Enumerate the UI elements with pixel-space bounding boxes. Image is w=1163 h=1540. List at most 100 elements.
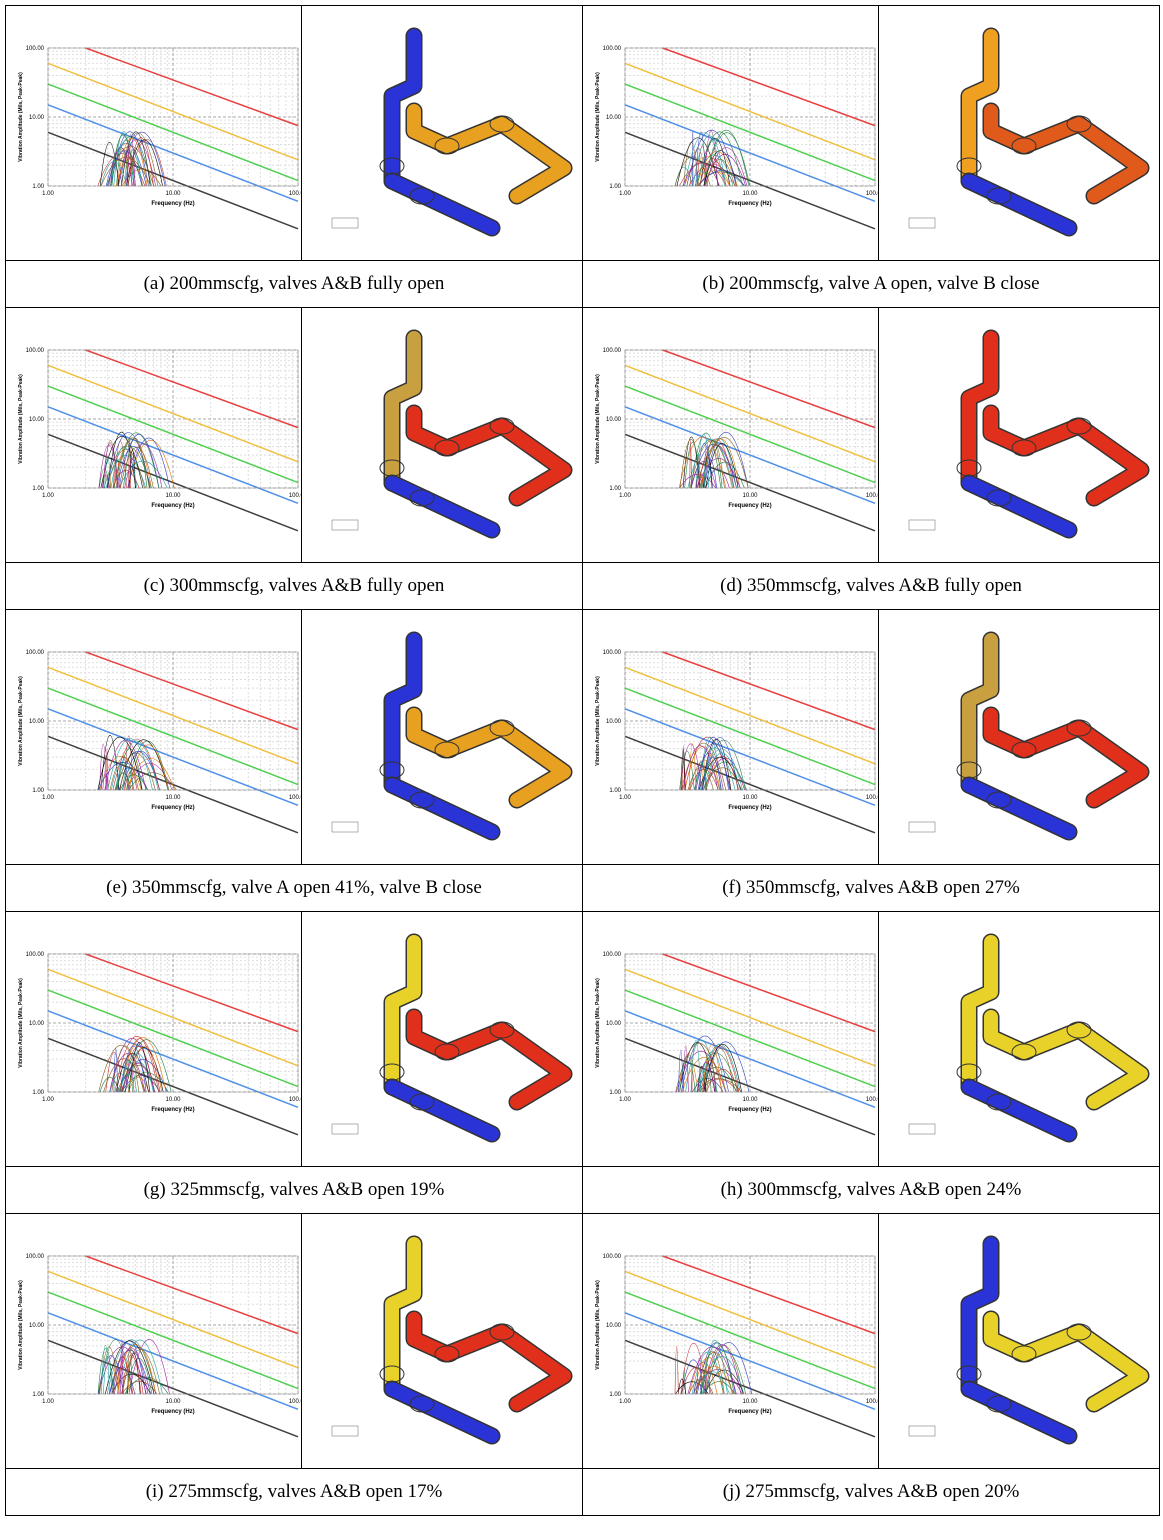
x-tick-label: 1.00 <box>42 1399 54 1405</box>
x-tick-label: 100.00 <box>289 1097 303 1103</box>
x-tick-label: 10.00 <box>742 493 758 499</box>
pipe <box>969 1087 1069 1134</box>
pipe <box>392 1087 492 1134</box>
pipe <box>969 785 1069 832</box>
y-tick-label: 1.00 <box>609 1392 621 1398</box>
image-row: 1.00 10.00 100.00 1.00 10.00 100.00 Frequency … <box>6 308 1160 563</box>
pipe <box>414 413 564 498</box>
y-tick-label: 10.00 <box>606 1021 622 1027</box>
pipe-view <box>879 6 1159 260</box>
criteria-line <box>663 652 875 730</box>
image-cell: 1.0010.00100.001.0010.00100.00Frequency … <box>583 610 1160 865</box>
x-tick-label: 1.00 <box>42 1097 54 1103</box>
criteria-line <box>86 350 298 428</box>
legend-box <box>332 1124 358 1134</box>
panel: 1.0010.00100.001.0010.00100.00Frequency … <box>6 912 582 1166</box>
y-tick-label: 10.00 <box>606 719 622 725</box>
panel: 1.0010.00100.001.0010.00100.00Frequency … <box>583 610 1159 864</box>
x-tick-label: 10.00 <box>742 1097 758 1103</box>
spectrum-chart: 1.0010.00100.001.0010.00100.00Frequency … <box>583 6 879 260</box>
image-row: 1.00 10.00 100.00 1.00 10.00 100.00 Frequency … <box>6 912 1160 1167</box>
x-tick-label: 10.00 <box>165 1399 181 1405</box>
spectrum <box>129 745 168 790</box>
y-axis-title: Vibration Amplitude (Mils, Peak-Peak) <box>18 374 24 464</box>
y-tick-label: 10.00 <box>29 719 45 725</box>
y-axis-title: Vibration Amplitude (Mils, Peak-Peak) <box>18 676 24 766</box>
y-tick-label: 10.00 <box>29 417 45 423</box>
pipe <box>969 181 1069 228</box>
panel: 1.0010.00100.001.0010.00100.00Frequency … <box>583 1214 1159 1468</box>
y-tick-label: 10.00 <box>29 1021 45 1027</box>
x-tick-label: 10.00 <box>742 795 758 801</box>
legend-box <box>909 1124 935 1134</box>
x-tick-label: 1.00 <box>42 191 54 197</box>
image-cell: 1.0010.00100.001.0010.00100.00Frequency … <box>583 308 1160 563</box>
y-axis-title: Vibration Amplitude (Mils, Peak-Peak) <box>595 374 601 464</box>
x-tick-label: 100.00 <box>289 795 303 801</box>
y-tick-label: 100.00 <box>603 348 622 354</box>
criteria-line <box>86 652 298 730</box>
x-axis-title: Frequency (Hz) <box>728 1409 771 1415</box>
x-tick-label: 1.00 <box>619 795 631 801</box>
y-tick-label: 100.00 <box>603 952 622 958</box>
x-tick-label: 100.00 <box>289 1399 303 1405</box>
y-axis-title: Vibration Amplitude (Mils, Peak-Peak) <box>595 676 601 766</box>
y-tick-label: 10.00 <box>606 417 622 423</box>
x-tick-label: 100.00 <box>866 191 880 197</box>
y-tick-label: 10.00 <box>606 115 622 121</box>
x-tick-label: 10.00 <box>742 1399 758 1405</box>
x-tick-label: 1.00 <box>42 493 54 499</box>
panel: 1.0010.00100.001.0010.00100.00Frequency … <box>6 6 582 260</box>
pipe <box>414 715 564 800</box>
y-tick-label: 10.00 <box>29 115 45 121</box>
caption: (e) 350mmscfg, valve A open 41%, valve B… <box>6 865 583 912</box>
pipe <box>392 483 492 530</box>
x-axis-title: Frequency (Hz) <box>151 1107 194 1113</box>
x-tick-label: 10.00 <box>742 191 758 197</box>
y-tick-label: 1.00 <box>609 788 621 794</box>
y-tick-label: 1.00 <box>609 486 621 492</box>
y-axis-title: Vibration Amplitude (Mils, Peak-Peak) <box>18 72 24 162</box>
legend-box <box>909 1426 935 1436</box>
y-tick-label: 100.00 <box>26 1254 45 1260</box>
x-tick-label: 1.00 <box>619 1399 631 1405</box>
x-tick-label: 1.00 <box>619 1097 631 1103</box>
image-row: 1.0010.00100.001.0010.00100.00Frequency … <box>6 6 1160 261</box>
x-axis-title: Frequency (Hz) <box>728 503 771 509</box>
caption-row: (e) 350mmscfg, valve A open 41%, valve B… <box>6 865 1160 912</box>
pipe <box>991 111 1141 196</box>
x-tick-label: 100.00 <box>866 795 880 801</box>
caption-row: (a) 200mmscfg, valves A&B fully open(b) … <box>6 261 1160 308</box>
spectrum-chart: 1.0010.00100.001.0010.00100.00Frequency … <box>583 1214 879 1468</box>
panel: 1.0010.00100.001.0010.00100.00Frequency … <box>6 610 582 864</box>
y-tick-label: 100.00 <box>26 650 45 656</box>
x-axis-title: Frequency (Hz) <box>728 201 771 207</box>
x-axis-title: Frequency (Hz) <box>728 805 771 811</box>
spectrum <box>683 1046 688 1092</box>
pipe <box>969 483 1069 530</box>
legend-box <box>332 520 358 530</box>
pipe <box>991 1319 1141 1404</box>
caption: (i) 275mmscfg, valves A&B open 17% <box>6 1469 583 1516</box>
image-cell: 1.0010.00100.001.0010.00100.00Frequency … <box>583 1214 1160 1469</box>
x-tick-label: 1.00 <box>42 795 54 801</box>
pipe-view <box>879 1214 1159 1468</box>
y-tick-label: 100.00 <box>26 348 45 354</box>
x-tick-label: 1.00 <box>619 493 631 499</box>
panel: 1.0010.00100.001.0010.00100.00Frequency … <box>583 912 1159 1166</box>
panel: 1.0010.00100.001.0010.00100.00Frequency … <box>6 1214 582 1468</box>
criteria-line <box>86 48 298 126</box>
caption: (b) 200mmscfg, valve A open, valve B clo… <box>583 261 1160 308</box>
criteria-line <box>663 350 875 428</box>
image-cell: 1.0010.00100.001.0010.00100.00Frequency … <box>6 308 583 563</box>
pipe-view <box>879 308 1159 562</box>
pipe <box>414 1319 564 1404</box>
y-tick-label: 1.00 <box>32 1090 44 1096</box>
x-tick-label: 100.00 <box>866 1399 880 1405</box>
figure-table: 1.00 10.00 100.00 1.00 10.00 100.00 Frequency … <box>5 5 1160 1516</box>
spectrum-chart: 1.0010.00100.001.0010.00100.00Frequency … <box>6 6 302 260</box>
y-tick-label: 100.00 <box>26 952 45 958</box>
legend-box <box>332 218 358 228</box>
pipe-view <box>302 912 582 1166</box>
y-tick-label: 1.00 <box>32 486 44 492</box>
